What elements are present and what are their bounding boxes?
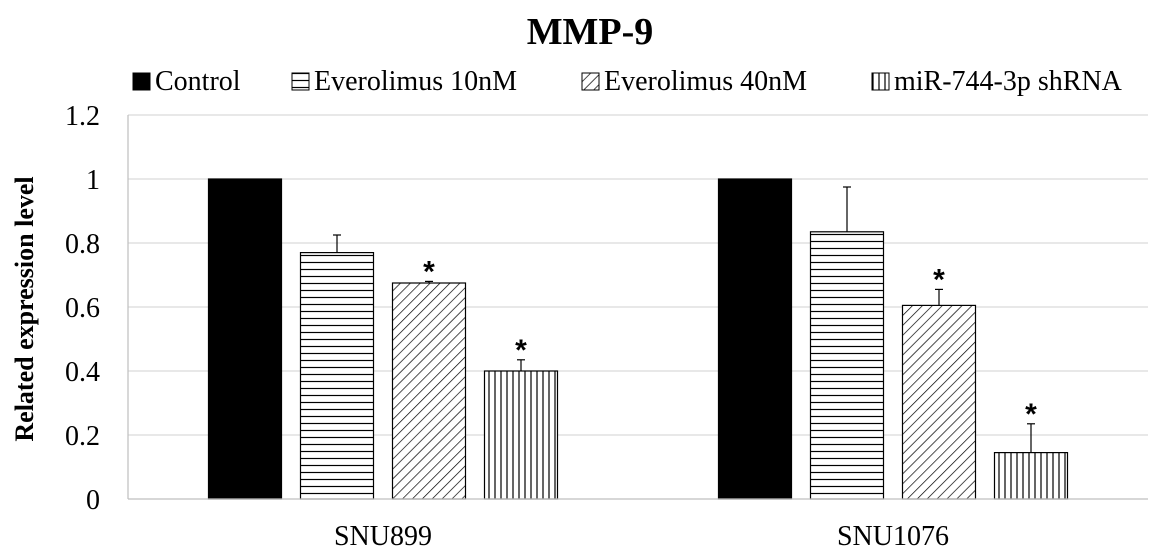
legend-label: Everolimus 40nM bbox=[604, 66, 807, 97]
y-axis: 0 0.2 0.4 0.6 0.8 1 1.2 bbox=[65, 101, 129, 516]
significance-markers: * * * * bbox=[423, 255, 1037, 430]
y-axis-label: Related expression level bbox=[10, 176, 39, 441]
bar bbox=[483, 370, 559, 500]
legend-label: Control bbox=[155, 66, 241, 97]
bars bbox=[207, 178, 1069, 500]
bar bbox=[299, 252, 375, 500]
bar bbox=[901, 304, 977, 500]
legend-swatch bbox=[291, 72, 310, 91]
x-tick-label: SNU899 bbox=[334, 521, 432, 552]
bar bbox=[809, 231, 885, 500]
y-tick-label: 0.6 bbox=[65, 293, 100, 324]
gridlines bbox=[128, 114, 1148, 436]
significance-star: * bbox=[933, 263, 945, 296]
y-tick-label: 1.2 bbox=[65, 101, 100, 132]
y-tick-label: 0.8 bbox=[65, 229, 100, 260]
y-tick-label: 0.4 bbox=[65, 357, 100, 388]
bar bbox=[207, 178, 283, 500]
y-tick-label: 0.2 bbox=[65, 421, 100, 452]
legend-label: miR-744-3p shRNA bbox=[894, 66, 1123, 97]
bar bbox=[993, 452, 1069, 500]
x-tick-label: SNU1076 bbox=[837, 521, 949, 552]
significance-star: * bbox=[515, 334, 527, 367]
significance-star: * bbox=[423, 255, 435, 288]
bar bbox=[391, 282, 467, 500]
legend-swatch bbox=[871, 72, 890, 91]
legend: Control Everolimus 10nM Everolimus 40nM miR… bbox=[132, 66, 1123, 97]
legend-label: Everolimus 10nM bbox=[314, 66, 517, 97]
legend-swatch bbox=[581, 72, 600, 91]
x-axis: SNU899 SNU1076 bbox=[128, 498, 1148, 552]
bar bbox=[717, 178, 793, 500]
legend-swatch bbox=[132, 72, 151, 91]
significance-star: * bbox=[1025, 398, 1037, 431]
chart-title: MMP-9 bbox=[527, 11, 654, 53]
error-bars bbox=[333, 186, 1035, 453]
y-tick-label: 0 bbox=[86, 485, 100, 516]
y-tick-label: 1 bbox=[86, 165, 100, 196]
